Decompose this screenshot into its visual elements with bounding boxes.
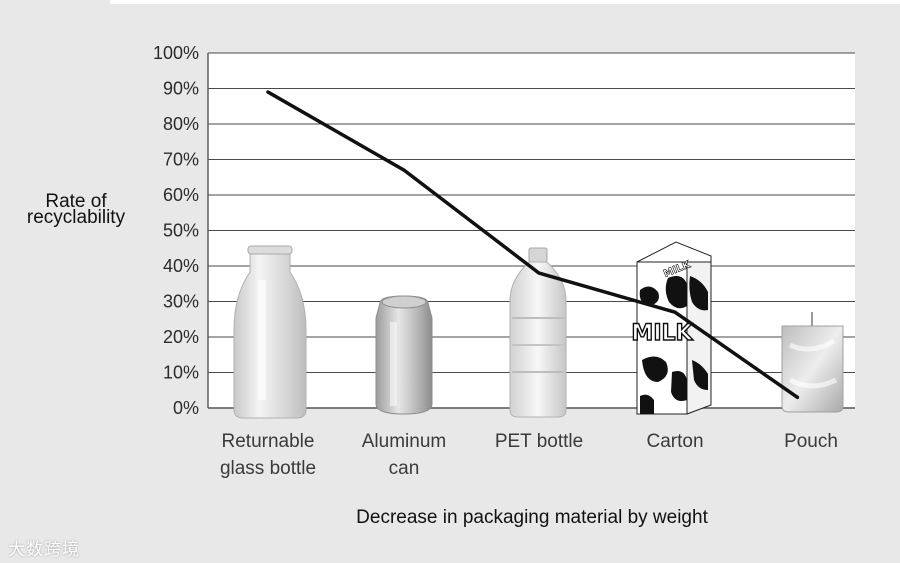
x-axis-labels: Returnable glass bottle Aluminum can PET bot… — [220, 431, 838, 479]
y-tick-label: 50% — [163, 221, 199, 241]
top-border-strip — [110, 0, 900, 4]
carton-milk-label: MILK — [631, 321, 693, 346]
aluminum-can-icon — [375, 295, 433, 415]
y-tick-label: 90% — [163, 79, 199, 99]
watermark: 大数跨境 — [8, 540, 80, 559]
x-category-label: glass bottle — [220, 458, 316, 479]
x-category-label: Pouch — [784, 431, 838, 452]
y-tick-label: 10% — [163, 363, 199, 383]
line-point — [402, 168, 406, 172]
x-category-label: Carton — [646, 431, 703, 452]
glass-bottle-icon — [233, 245, 307, 419]
y-axis-ticks: 0% 10% 20% 30% 40% 50% 60% 70% 80% 90% 100% — [153, 43, 199, 418]
y-tick-label: 40% — [163, 256, 199, 276]
x-axis-title: Decrease in packaging material by weight — [356, 507, 708, 528]
x-category-label: PET bottle — [495, 431, 583, 452]
y-tick-label: 30% — [163, 292, 199, 312]
pouch-icon — [781, 312, 844, 413]
milk-carton-icon: MILK MILK — [631, 241, 712, 415]
x-category-label: Aluminum — [362, 431, 446, 452]
y-tick-label: 0% — [173, 398, 199, 418]
line-point — [537, 271, 541, 275]
x-category-label: can — [389, 458, 420, 479]
y-tick-label: 20% — [163, 327, 199, 347]
gridlines — [207, 52, 855, 409]
y-tick-label: 70% — [163, 150, 199, 170]
y-tick-label: 100% — [153, 43, 199, 63]
y-axis-title-line1: Rate of — [45, 191, 107, 212]
y-tick-label: 80% — [163, 114, 199, 134]
pet-bottle-icon — [509, 247, 567, 418]
x-category-label: Returnable — [222, 431, 315, 452]
line-point — [795, 395, 799, 399]
y-axis-title-line2: recyclability — [27, 207, 126, 228]
line-points — [266, 90, 799, 399]
y-tick-label: 60% — [163, 185, 199, 205]
line-point — [673, 310, 677, 314]
line-point — [266, 90, 270, 94]
